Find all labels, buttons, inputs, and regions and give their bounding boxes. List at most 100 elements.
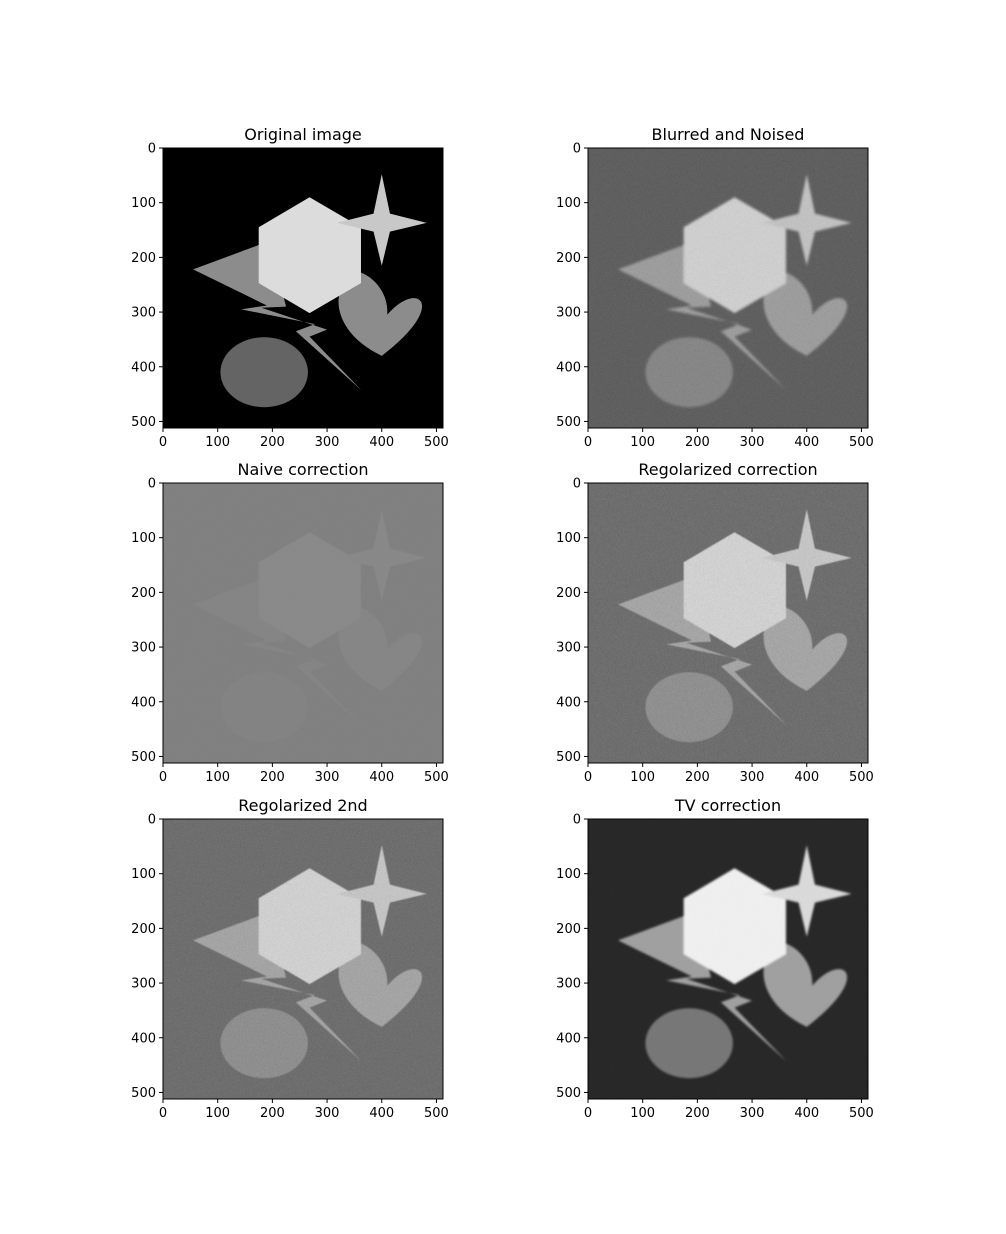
x-tick-label: 100	[205, 1106, 230, 1121]
y-tick-label: 400	[131, 695, 156, 710]
x-tick-label: 300	[740, 1106, 765, 1121]
y-tick-label: 100	[556, 531, 581, 546]
x-tick-label: 400	[794, 435, 819, 450]
y-tick-label: 100	[131, 196, 156, 211]
lightning-bolt-shape	[193, 240, 362, 391]
x-tick-label: 500	[424, 770, 449, 785]
subplot-title: Naive correction	[237, 460, 368, 479]
x-tick-label: 500	[849, 1106, 874, 1121]
x-tick-label: 0	[159, 770, 167, 785]
hexagon-shape	[258, 197, 361, 314]
y-tick-label: 100	[556, 867, 581, 882]
y-tick-label: 200	[556, 586, 581, 601]
x-tick-label: 200	[685, 1106, 710, 1121]
y-tick-label: 200	[131, 251, 156, 266]
y-tick-label: 200	[131, 586, 156, 601]
x-tick-label: 200	[260, 1106, 285, 1121]
subplot-6: TV correction 0 100 200 300 400 500 0 100 200 300 4…	[556, 796, 874, 1121]
y-tick-label: 300	[131, 641, 156, 656]
x-tick-label: 200	[685, 435, 710, 450]
x-tick-label: 100	[630, 1106, 655, 1121]
image-content	[163, 148, 443, 428]
y-tick-label: 0	[148, 477, 156, 492]
noise-overlay	[163, 483, 443, 763]
y-tick-label: 200	[556, 251, 581, 266]
y-tick-label: 400	[131, 360, 156, 375]
x-tick-label: 500	[424, 1106, 449, 1121]
y-tick-label: 500	[131, 1086, 156, 1101]
axes-frame	[587, 147, 869, 429]
x-tick-label: 300	[315, 435, 340, 450]
ellipse-shape	[220, 337, 308, 408]
x-tick-label: 500	[424, 435, 449, 450]
image-content	[163, 819, 443, 1099]
y-tick-label: 200	[556, 922, 581, 937]
x-tick-label: 0	[584, 1106, 592, 1121]
subplot-title: Blurred and Noised	[652, 125, 805, 144]
x-tick-label: 300	[315, 770, 340, 785]
y-tick-label: 500	[131, 750, 156, 765]
image-content	[163, 483, 443, 763]
x-tick-label: 300	[740, 770, 765, 785]
y-tick-label: 400	[556, 360, 581, 375]
y-tick-label: 100	[556, 196, 581, 211]
x-tick-label: 100	[630, 770, 655, 785]
x-tick-label: 300	[315, 1106, 340, 1121]
image-content	[588, 148, 868, 428]
x-tick-label: 100	[205, 435, 230, 450]
subplot-title: Regolarized correction	[638, 460, 817, 479]
x-tick-label: 400	[369, 1106, 394, 1121]
y-tick-label: 0	[573, 477, 581, 492]
y-tick-label: 400	[131, 1031, 156, 1046]
x-tick-label: 500	[849, 770, 874, 785]
y-tick-label: 300	[131, 977, 156, 992]
subplot-title: TV correction	[674, 796, 781, 815]
x-tick-label: 400	[794, 1106, 819, 1121]
axes-frame	[587, 482, 869, 764]
x-tick-label: 0	[159, 435, 167, 450]
y-tick-label: 0	[573, 142, 581, 157]
x-tick-label: 0	[584, 770, 592, 785]
axes-frame	[587, 818, 869, 1100]
noise-overlay	[588, 819, 868, 1099]
x-tick-label: 0	[159, 1106, 167, 1121]
noise-overlay	[588, 148, 868, 428]
axes-frame	[162, 147, 444, 429]
star-shape	[336, 174, 427, 266]
x-tick-label: 400	[369, 435, 394, 450]
x-tick-label: 100	[205, 770, 230, 785]
x-tick-label: 200	[260, 770, 285, 785]
x-tick-label: 400	[794, 770, 819, 785]
x-tick-label: 0	[584, 435, 592, 450]
image-content	[588, 483, 868, 763]
y-tick-label: 0	[573, 813, 581, 828]
axes-frame	[162, 482, 444, 764]
y-tick-label: 100	[131, 867, 156, 882]
y-tick-label: 0	[148, 813, 156, 828]
heart-shape	[338, 271, 423, 356]
y-tick-label: 500	[131, 415, 156, 430]
y-tick-label: 500	[556, 750, 581, 765]
x-tick-label: 400	[369, 770, 394, 785]
y-tick-label: 300	[556, 306, 581, 321]
x-tick-label: 100	[630, 435, 655, 450]
noise-overlay	[588, 483, 868, 763]
y-tick-label: 200	[131, 922, 156, 937]
y-tick-label: 0	[148, 142, 156, 157]
y-tick-label: 400	[556, 695, 581, 710]
y-tick-label: 100	[131, 531, 156, 546]
y-tick-label: 400	[556, 1031, 581, 1046]
y-tick-label: 500	[556, 415, 581, 430]
axes-frame	[162, 818, 444, 1100]
y-tick-label: 300	[556, 977, 581, 992]
x-tick-label: 200	[260, 435, 285, 450]
y-tick-label: 300	[131, 306, 156, 321]
x-tick-label: 200	[685, 770, 710, 785]
x-tick-label: 500	[849, 435, 874, 450]
